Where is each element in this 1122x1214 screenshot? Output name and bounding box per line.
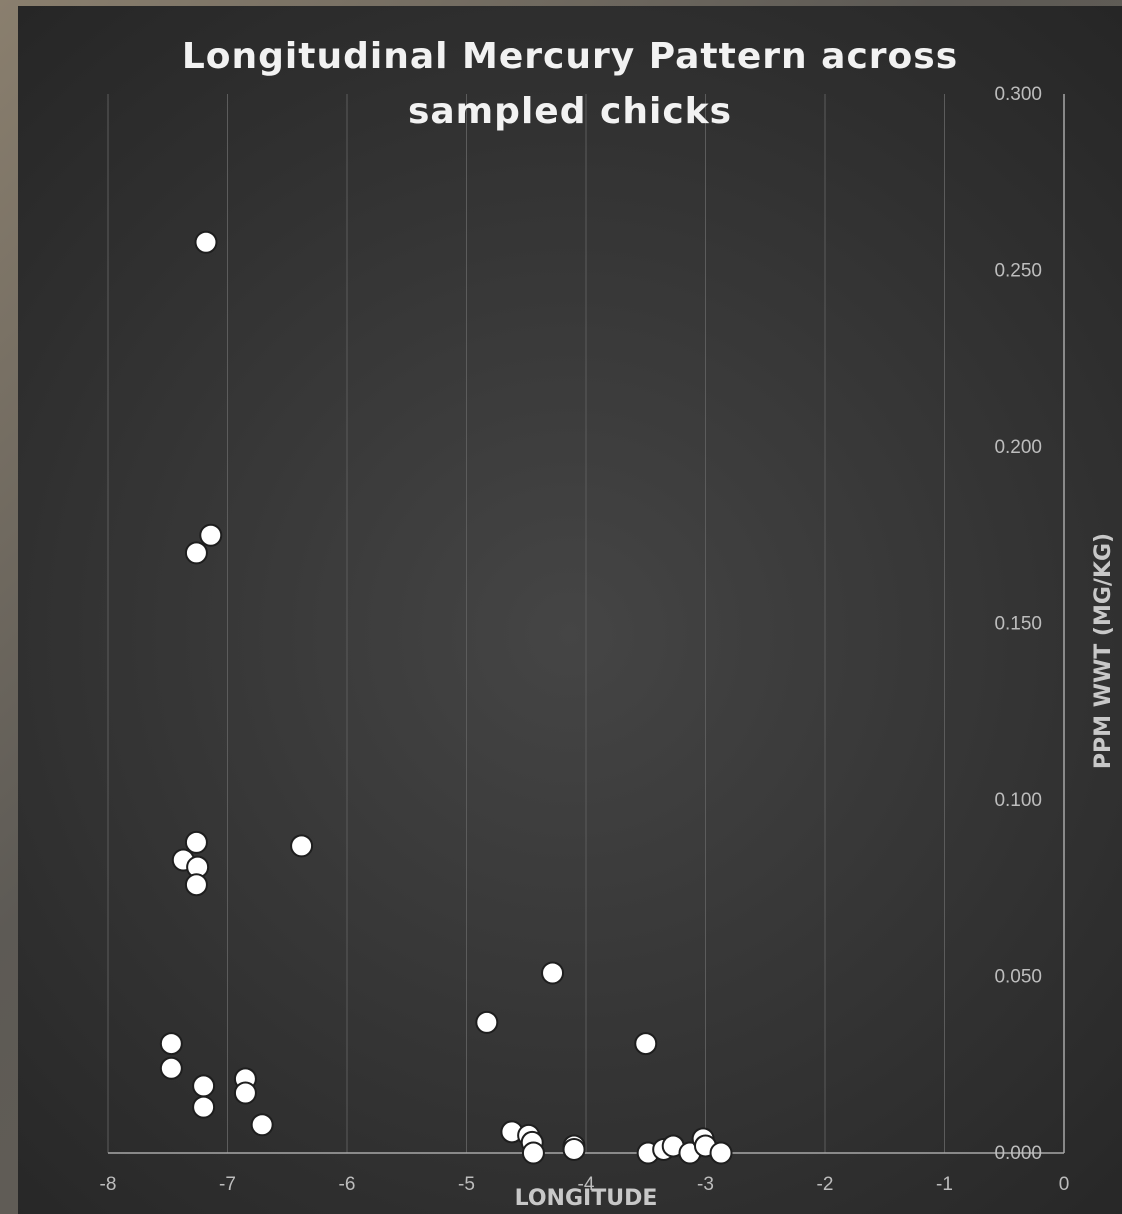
- data-point: [475, 1010, 499, 1034]
- x-tick-label: 0: [1059, 1174, 1070, 1195]
- data-point: [521, 1141, 545, 1165]
- data-point: [634, 1032, 658, 1056]
- data-point: [541, 961, 565, 985]
- x-tick-label: -7: [219, 1174, 236, 1195]
- x-tick-label: -5: [458, 1174, 475, 1195]
- chart-area: -8 -7 -6 -5 -4 -3 -2 -1 0 0.000 0.050 0.100 0.150 0.…: [18, 6, 1122, 1214]
- y-tick-label: 0.200: [994, 437, 1042, 458]
- data-point: [184, 541, 208, 565]
- y-tick-label: 0.000: [994, 1143, 1042, 1164]
- data-point: [192, 1095, 216, 1119]
- scatter-chart: -8 -7 -6 -5 -4 -3 -2 -1 0 0.0000.0500.1000.1500.…: [100, 36, 1116, 1211]
- data-point: [709, 1141, 733, 1165]
- data-point: [250, 1113, 274, 1137]
- data-point: [184, 830, 208, 854]
- x-axis-title: LONGITUDE: [515, 1186, 658, 1211]
- y-tick-label: 0.300: [994, 84, 1042, 105]
- data-point: [159, 1032, 183, 1056]
- axes: [108, 94, 1065, 1154]
- y-tick-labels: 0.000 0.050 0.100 0.150 0.200 0.250 0.300: [994, 84, 1042, 1164]
- y-axis-title: PPM WWT (MG/KG): [1091, 533, 1116, 769]
- x-tick-labels: -8 -7 -6 -5 -4 -3 -2 -1 0: [100, 1174, 1070, 1195]
- x-tick-label: -1: [936, 1174, 953, 1195]
- gridlines: [107, 94, 945, 1153]
- data-point: [199, 523, 223, 547]
- data-points: [159, 230, 733, 1165]
- y-tick-label: 0.050: [994, 967, 1042, 988]
- x-tick-label: -6: [339, 1174, 356, 1195]
- y-tick-label: 0.100: [994, 790, 1042, 811]
- data-point: [159, 1056, 183, 1080]
- y-tick-label: 0.150: [994, 614, 1042, 635]
- x-tick-label: -2: [817, 1174, 834, 1195]
- data-point: [192, 1074, 216, 1098]
- data-point: [194, 230, 218, 254]
- data-point: [233, 1081, 257, 1105]
- chart-title-line-1: Longitudinal Mercury Pattern across: [182, 36, 958, 77]
- data-point: [290, 834, 314, 858]
- chart-title-line-2: sampled chicks: [408, 91, 732, 132]
- data-point: [562, 1137, 586, 1161]
- data-point: [184, 873, 208, 897]
- x-tick-label: -4: [578, 1174, 595, 1195]
- x-tick-label: -8: [100, 1174, 117, 1195]
- y-tick-label: 0.250: [994, 261, 1042, 282]
- x-tick-label: -3: [697, 1174, 714, 1195]
